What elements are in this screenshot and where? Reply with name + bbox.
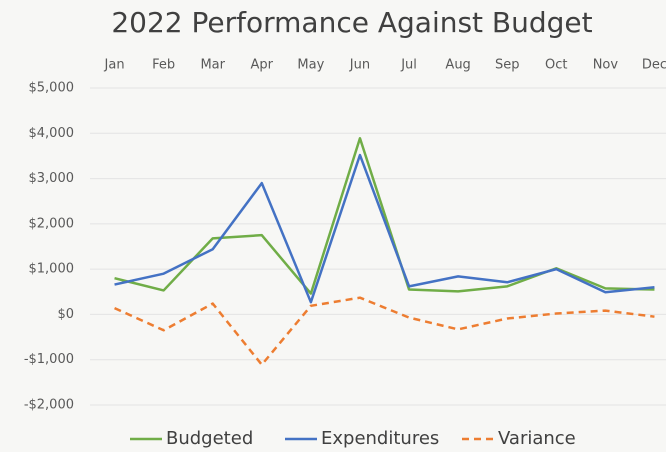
x-tick-label: Nov bbox=[593, 58, 619, 73]
y-tick-label: $5,000 bbox=[29, 81, 75, 96]
x-tick-label: Jan bbox=[104, 58, 125, 73]
x-tick-label: Apr bbox=[251, 58, 274, 73]
y-tick-label: $4,000 bbox=[29, 126, 75, 141]
page: {"chart_data": {"type": "line", "title":… bbox=[0, 0, 666, 452]
x-tick-label: Jun bbox=[349, 58, 370, 73]
chart: 2022 Performance Against Budget -$2,000 -… bbox=[0, 0, 666, 452]
y-tick-label: -$1,000 bbox=[24, 352, 74, 367]
y-tick-label: $3,000 bbox=[29, 171, 75, 186]
x-tick-label: Aug bbox=[445, 58, 470, 73]
legend-label: Variance bbox=[498, 428, 576, 449]
x-tick-label: May bbox=[297, 58, 324, 73]
x-tick-label: Jul bbox=[400, 58, 417, 73]
y-tick-label: $2,000 bbox=[29, 216, 75, 231]
legend-label: Expenditures bbox=[321, 428, 439, 449]
x-tick-label: Dec bbox=[642, 58, 666, 73]
x-tick-label: Sep bbox=[495, 58, 520, 73]
y-tick-label: -$2,000 bbox=[24, 398, 74, 413]
x-tick-label: Feb bbox=[152, 58, 175, 73]
chart-title: 2022 Performance Against Budget bbox=[111, 6, 592, 39]
x-tick-label: Mar bbox=[200, 58, 225, 73]
y-tick-label: $0 bbox=[57, 307, 74, 322]
x-tick-label: Oct bbox=[545, 58, 567, 73]
y-tick-label: $1,000 bbox=[29, 262, 75, 277]
legend-label: Budgeted bbox=[166, 428, 253, 449]
